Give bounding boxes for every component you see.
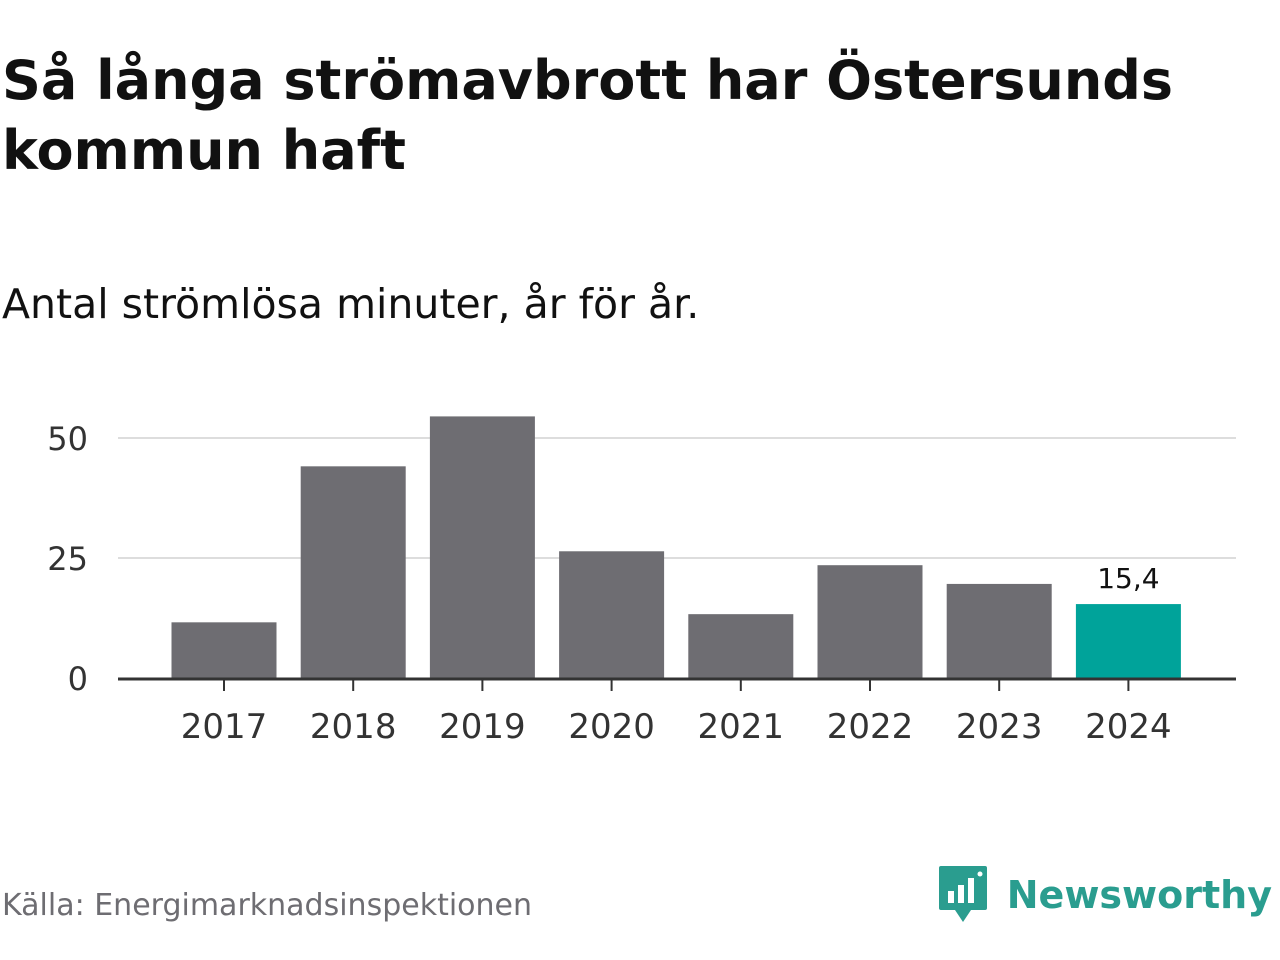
brand: Newsworthy	[937, 864, 1272, 926]
x-tick-label-2017: 2017	[181, 707, 268, 747]
bar-chart: 0 25 50 2017 2018 2019 2020 2021 2022 2023 2024 1…	[47, 416, 1236, 747]
x-tick-label-2024: 2024	[1085, 707, 1172, 747]
data-label-2024: 15,4	[1097, 562, 1159, 595]
y-tick-label-25: 25	[47, 540, 88, 578]
x-tick-labels: 2017 2018 2019 2020 2021 2022 2023 2024	[181, 707, 1172, 747]
source-note: Källa: Energimarknadsinspektionen	[2, 888, 533, 923]
x-tick-label-2019: 2019	[439, 707, 526, 747]
chart-subtitle: Antal strömlösa minuter, år för år.	[2, 280, 700, 328]
x-tick-label-2021: 2021	[698, 707, 785, 747]
x-tick-label-2020: 2020	[568, 707, 655, 747]
chart-title: Så långa strömavbrott har Östersunds kom…	[2, 49, 1174, 182]
y-tick-labels: 0 25 50	[47, 420, 88, 698]
y-tick-label-0: 0	[68, 660, 88, 698]
grid-lines	[118, 437, 1236, 559]
bar-2023	[946, 583, 1052, 678]
bar-2018	[300, 466, 406, 678]
x-tick-label-2018: 2018	[310, 707, 397, 747]
x-axis	[118, 677, 1236, 691]
bars	[171, 416, 1181, 678]
bar-2017	[171, 622, 277, 678]
bar-2021	[688, 614, 794, 678]
bar-2019	[429, 416, 535, 678]
bar-2024	[1075, 604, 1181, 678]
x-tick-label-2023: 2023	[956, 707, 1043, 747]
y-tick-label-50: 50	[47, 420, 88, 458]
brand-name: Newsworthy	[1006, 873, 1272, 917]
data-labels: 15,4	[1097, 562, 1159, 595]
bar-2020	[559, 551, 665, 678]
bar-2022	[817, 565, 923, 678]
x-tick-label-2022: 2022	[827, 707, 914, 747]
newsworthy-logo-icon	[938, 866, 987, 922]
